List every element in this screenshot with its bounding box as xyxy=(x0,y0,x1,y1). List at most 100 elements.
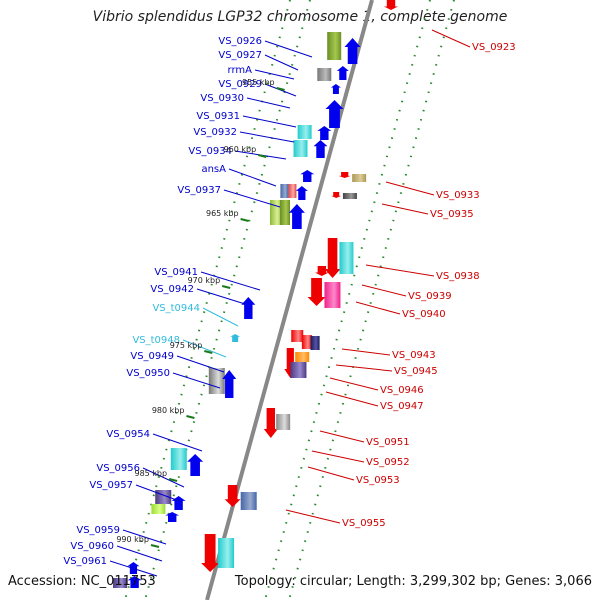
reverse-gene-arrow xyxy=(331,192,342,198)
label-leader-line xyxy=(264,54,299,71)
label-leader-line xyxy=(202,307,239,327)
reverse-gene-arrow xyxy=(224,485,241,507)
gene-label-vs_0934: VS_0934 xyxy=(188,146,232,157)
reverse-gene-arrow xyxy=(384,0,398,10)
gene-feature-block xyxy=(288,184,297,198)
gene-feature-block xyxy=(339,242,354,274)
reverse-gene-arrow xyxy=(201,534,220,572)
reverse-gene-arrow xyxy=(338,172,351,178)
forward-gene-arrow xyxy=(241,297,256,319)
gene-feature-block xyxy=(290,362,307,378)
map-title: Vibrio splendidus LGP32 chromosome 1, co… xyxy=(92,9,508,25)
gene-label-vs_t0948: VS_t0948 xyxy=(132,335,180,346)
gene-label-vs_0947: VS_0947 xyxy=(380,401,424,412)
gene-label-vs_0942: VS_0942 xyxy=(150,284,194,295)
gene-label-vs_0950: VS_0950 xyxy=(126,368,170,379)
forward-gene-arrow xyxy=(187,454,204,476)
gene-label-vs_0946: VS_0946 xyxy=(380,385,424,396)
gene-label-vs_0940: VS_0940 xyxy=(402,309,446,320)
scale-tick-mark xyxy=(150,544,160,548)
gene-feature-block xyxy=(293,140,308,157)
label-leader-line xyxy=(341,348,391,356)
gene-label-vs_0938: VS_0938 xyxy=(436,271,480,282)
gene-feature-block xyxy=(327,32,342,60)
gene-label-vs_0943: VS_0943 xyxy=(392,350,436,361)
label-leader-line xyxy=(431,29,471,48)
gene-feature-block xyxy=(352,174,367,182)
label-leader-line xyxy=(361,284,407,297)
scale-tick-mark xyxy=(221,285,231,289)
forward-gene-arrow xyxy=(127,576,142,588)
forward-gene-arrow xyxy=(295,186,308,200)
label-leader-line xyxy=(307,466,355,481)
scale-tick-label: 955 kbp xyxy=(242,78,275,87)
gene-label-vs_0927: VS_0927 xyxy=(218,50,262,61)
scale-tick-label: 980 kbp xyxy=(152,406,185,415)
gene-label-vs_0923: VS_0923 xyxy=(472,42,516,53)
gene-label-vs_0956: VS_0956 xyxy=(96,463,140,474)
gene-label-vs_0955: VS_0955 xyxy=(342,518,386,529)
label-leader-line xyxy=(172,372,221,389)
reverse-gene-arrow xyxy=(324,238,341,278)
gene-label-vs_0929: VS_0929 xyxy=(218,79,262,90)
label-leader-line xyxy=(228,168,277,187)
scale-tick-label: 985 kbp xyxy=(134,469,167,478)
label-leader-line xyxy=(335,364,393,372)
label-leader-line xyxy=(122,529,167,545)
forward-gene-arrow xyxy=(288,204,305,229)
scale-tick-label: 960 kbp xyxy=(224,145,257,154)
gene-feature-block xyxy=(295,352,310,362)
label-leader-line xyxy=(176,355,225,373)
gene-feature-block xyxy=(151,504,166,514)
label-leader-line xyxy=(319,430,365,443)
gene-label-vs_0941: VS_0941 xyxy=(154,267,198,278)
label-leader-line xyxy=(239,131,295,143)
gene-feature-block xyxy=(310,336,320,350)
forward-gene-arrow xyxy=(336,66,349,80)
scale-tick-label: 990 kbp xyxy=(116,535,149,544)
label-leader-line xyxy=(135,484,183,503)
label-layer: VS_0926 VS_0927 rrmA VS_0929 VS_0930 VS_0931 V… xyxy=(63,36,515,567)
gene-feature-block xyxy=(291,330,304,342)
scale-tick-label: 965 kbp xyxy=(206,209,239,218)
label-leader-line xyxy=(109,560,158,577)
label-leader-line xyxy=(254,69,295,80)
label-leader-line xyxy=(381,203,429,215)
gene-label-vs_0949: VS_0949 xyxy=(130,351,174,362)
label-leader-line xyxy=(285,509,341,524)
gene-label-vs_0957: VS_0957 xyxy=(89,480,133,491)
reverse-gene-arrow xyxy=(263,408,278,438)
label-leader-line xyxy=(311,450,365,463)
gene-feature-block xyxy=(280,184,289,198)
gene-label-vs_0933: VS_0933 xyxy=(436,190,480,201)
reverse-gene-arrow xyxy=(307,278,326,306)
forward-gene-arrow xyxy=(325,100,344,128)
gene-feature-block xyxy=(301,335,312,349)
label-leader-line xyxy=(223,189,281,208)
label-leader-line xyxy=(196,288,246,305)
label-leader-line xyxy=(152,433,203,452)
gene-label-vs_0960: VS_0960 xyxy=(70,541,114,552)
label-leader-line xyxy=(182,339,227,358)
label-leader-line xyxy=(116,545,163,562)
label-leader-line xyxy=(264,40,313,58)
gene-label-vs_0961: VS_0961 xyxy=(63,556,107,567)
gene-feature-block xyxy=(297,125,312,139)
gene-label-vs_0937: VS_0937 xyxy=(177,185,221,196)
tick-layer: 955 kbp 960 kbp 965 kbp 970 kbp 975 kbp 980 k… xyxy=(116,78,285,548)
gene-label-vs_0926: VS_0926 xyxy=(218,36,262,47)
forward-gene-arrow xyxy=(222,370,237,398)
forward-gene-arrow xyxy=(317,126,332,140)
summary-text: Topology: circular; Length: 3,299,302 bp… xyxy=(234,574,592,589)
label-leader-line xyxy=(264,83,297,97)
scale-tick-mark xyxy=(276,87,285,91)
scale-tick-mark xyxy=(186,415,195,419)
forward-gene-arrow xyxy=(330,84,341,94)
label-leader-line xyxy=(200,271,261,291)
label-leader-line xyxy=(365,264,435,277)
scale-tick-mark xyxy=(240,218,249,222)
gene-feature-block xyxy=(170,448,187,470)
gene-label-vs_0954: VS_0954 xyxy=(106,429,150,440)
gene-label-vs_0932: VS_0932 xyxy=(193,127,237,138)
gene-label-vs_0959: VS_0959 xyxy=(76,525,120,536)
